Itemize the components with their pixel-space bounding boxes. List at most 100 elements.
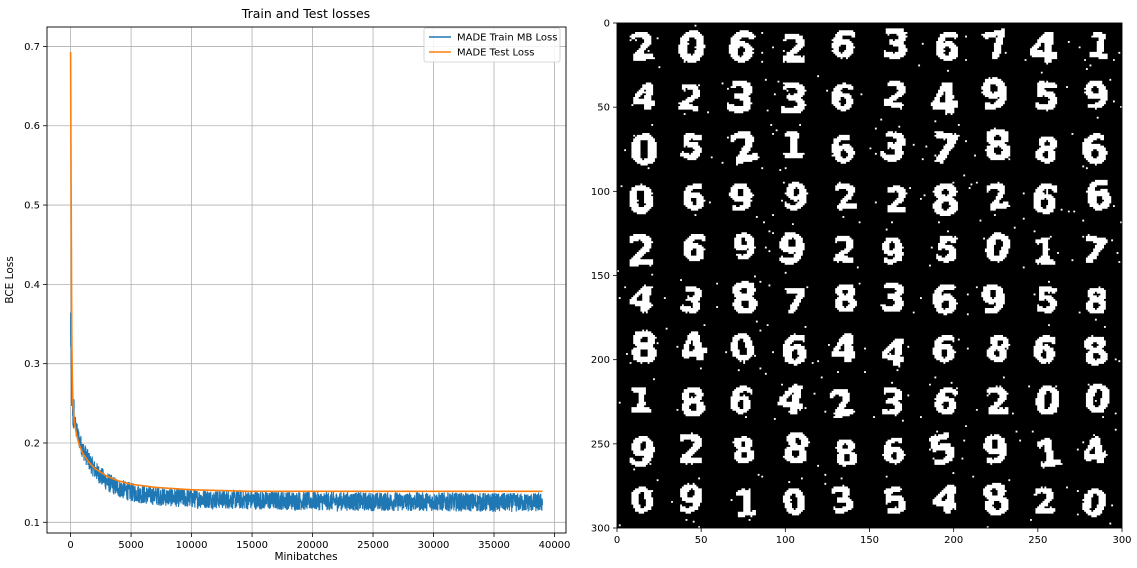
- sample-digit: [1028, 385, 1059, 415]
- digit-pixels: [975, 376, 1014, 415]
- digit-pixels: [1028, 385, 1059, 415]
- sample-digit: [921, 124, 967, 164]
- loss-line-chart: Train and Test losses 0 5000 10000 15000 200…: [4, 6, 570, 563]
- sample-digit: [873, 381, 910, 422]
- digit-pixels: [618, 378, 655, 413]
- digit-pixels: [773, 75, 820, 114]
- sample-digit: [975, 376, 1014, 415]
- sample-digit: [728, 30, 764, 63]
- sample-digit: [1024, 32, 1070, 74]
- x-tick-label: 5000: [118, 540, 143, 551]
- y-tick-label: 200: [591, 355, 610, 366]
- digit-pixels: [1078, 32, 1121, 70]
- sample-digit: [772, 326, 820, 366]
- sample-digit: [768, 230, 805, 274]
- digit-pixels: [773, 383, 816, 420]
- digit-pixels: [617, 234, 654, 276]
- sample-digit: [671, 477, 702, 529]
- digit-pixels: [626, 327, 668, 364]
- digit-pixels: [974, 127, 1011, 161]
- sample-digit: [730, 385, 753, 419]
- sample-digit: [1022, 183, 1070, 220]
- digit-pixels: [732, 436, 764, 478]
- digit-pixels: [986, 335, 1011, 363]
- sample-digit: [680, 279, 719, 327]
- x-tick-label: 20000: [297, 540, 329, 551]
- digit-pixels: [932, 484, 957, 514]
- sample-digit: [882, 338, 910, 372]
- sample-digit: [831, 30, 856, 60]
- digit-pixels: [1084, 326, 1121, 366]
- x-tick-label: 0: [67, 540, 73, 551]
- digit-pixels: [1076, 428, 1117, 464]
- sample-digit: [721, 131, 764, 170]
- digit-pixels: [920, 376, 967, 428]
- digit-pixels: [728, 183, 765, 224]
- x-tick-label: 50: [695, 535, 708, 546]
- digit-pixels: [629, 436, 655, 471]
- sample-digit: [981, 77, 1007, 110]
- digit-pixels: [833, 235, 859, 269]
- digit-pixels: [618, 284, 666, 314]
- digit-pixels: [828, 333, 866, 373]
- sample-digit: [676, 387, 706, 417]
- digit-pixels: [882, 338, 910, 372]
- digit-pixels: [824, 439, 857, 476]
- sample-digit: [932, 484, 957, 514]
- x-tick-label: 25000: [357, 540, 389, 551]
- digit-pixels: [981, 77, 1007, 110]
- digit-pixels: [680, 133, 713, 161]
- sample-digit: [683, 234, 706, 262]
- sample-digit: [921, 32, 967, 72]
- y-axis-ticks: 0 50 100 150 200 250 300: [591, 19, 617, 535]
- digit-pixels: [725, 329, 767, 375]
- digit-pixels: [1022, 230, 1059, 269]
- sample-digit: [835, 282, 861, 312]
- sample-digit: [826, 82, 863, 112]
- x-tick-label: 40000: [539, 540, 571, 551]
- y-tick-label: 0.4: [24, 280, 40, 291]
- x-axis-ticks: 0 50 100 150 200 250 300: [614, 528, 1132, 546]
- sample-digit: [929, 430, 966, 474]
- digit-pixels: [824, 477, 854, 514]
- digit-pixels: [620, 183, 654, 215]
- sample-digit: [1035, 80, 1068, 112]
- sample-digit: [831, 134, 856, 164]
- sample-digit: [721, 78, 769, 114]
- x-tick-label: 10000: [176, 540, 208, 551]
- sample-digit: [1084, 78, 1123, 119]
- digit-pixels: [676, 387, 706, 417]
- sample-digit: [929, 230, 958, 267]
- digit-pixels: [874, 185, 912, 224]
- x-tick-label: 200: [944, 535, 963, 546]
- digit-pixels: [983, 479, 1011, 529]
- sample-digit: [629, 436, 655, 471]
- series-lines: [69, 51, 543, 513]
- sample-digit: [880, 282, 915, 314]
- sample-digit: [920, 284, 969, 316]
- sample-digit: [1030, 486, 1068, 521]
- sample-digit: [920, 174, 971, 224]
- digit-pixels: [981, 28, 1007, 60]
- digit-pixels: [768, 284, 809, 314]
- y-tick-label: 0.3: [24, 359, 40, 370]
- digit-pixels: [680, 279, 719, 327]
- series-line-train: [70, 312, 543, 513]
- sample-digit: [981, 28, 1007, 60]
- y-tick-label: 100: [591, 187, 610, 198]
- sample-digit: [782, 477, 805, 516]
- digit-pixels: [835, 282, 861, 312]
- sample-digit: [986, 335, 1011, 363]
- sample-digit: [883, 28, 921, 67]
- digit-pixels: [930, 82, 958, 123]
- x-axis-ticks: 0 5000 10000 15000 20000 25000 30000 35000 40000: [67, 533, 570, 551]
- sample-digit: [1033, 335, 1056, 364]
- sample-digit: [932, 335, 969, 364]
- sample-digit: [820, 376, 856, 419]
- sample-digit: [974, 127, 1011, 161]
- digit-pixels: [1035, 80, 1068, 112]
- x-tick-label: 150: [860, 535, 879, 546]
- y-tick-label: 0.6: [24, 121, 40, 132]
- sample-digit: [618, 284, 666, 314]
- sample-digit: [1035, 136, 1058, 164]
